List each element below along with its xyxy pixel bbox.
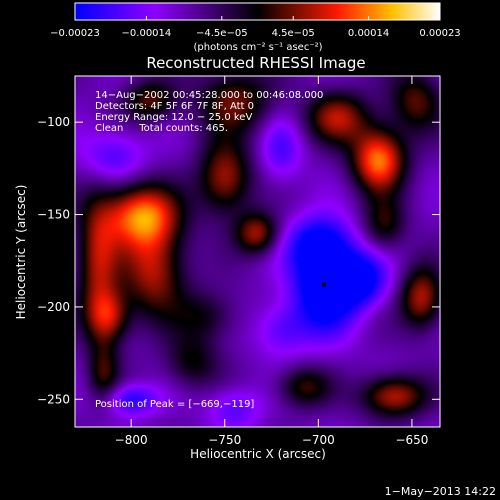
colorbar-tick-label: 0.00023 <box>419 28 460 39</box>
y-axis-label: Heliocentric Y (arcsec) <box>14 185 28 320</box>
plot-frame <box>74 75 441 428</box>
heatmap-image <box>75 76 440 427</box>
colorbar-tick-label: 4.5e−05 <box>272 28 315 39</box>
y-tick-label: −250 <box>37 392 70 406</box>
x-tick-label: −650 <box>395 433 428 447</box>
axis-ticks: −800 −750 −700 −650 −100 −150 −200 −250 <box>37 76 440 447</box>
colorbar-units: (photons cm⁻² s⁻¹ asec⁻²) <box>193 42 322 53</box>
info-line-4: Clean Total counts: 465. <box>95 123 228 134</box>
y-tick-label: −100 <box>37 115 70 129</box>
peak-marker <box>321 282 327 287</box>
colorbar-tick-label: −0.00023 <box>50 28 100 39</box>
y-tick-label: −200 <box>37 300 70 314</box>
x-tick-label: −750 <box>208 433 241 447</box>
x-tick-label: −800 <box>115 433 148 447</box>
info-line-3: Energy Range: 12.0 − 25.0 keV <box>95 112 252 123</box>
chart-title: Reconstructed RHESSI Image <box>146 54 365 72</box>
x-tick-label: −700 <box>302 433 335 447</box>
x-axis-label: Heliocentric X (arcsec) <box>190 447 326 461</box>
colorbar-tick-label: −4.5e−05 <box>196 28 248 39</box>
colorbar-tick-label: 0.00014 <box>348 28 389 39</box>
timestamp: 1−May−2013 14:22 <box>384 485 496 498</box>
colorbar-ticks: −0.00023 −0.00014 −4.5e−05 4.5e−05 0.00014 0.… <box>50 16 461 39</box>
info-line-2: Detectors: 4F 5F 6F 7F 8F, Att 0 <box>95 101 254 112</box>
y-tick-label: −150 <box>37 208 70 222</box>
peak-position-label: Position of Peak = [−669,−119] <box>95 399 254 410</box>
colorbar-tick-label: −0.00014 <box>122 28 172 39</box>
info-line-1: 14−Aug−2002 00:45:28.000 to 00:46:08.000 <box>95 90 323 101</box>
colorbar <box>74 2 441 21</box>
